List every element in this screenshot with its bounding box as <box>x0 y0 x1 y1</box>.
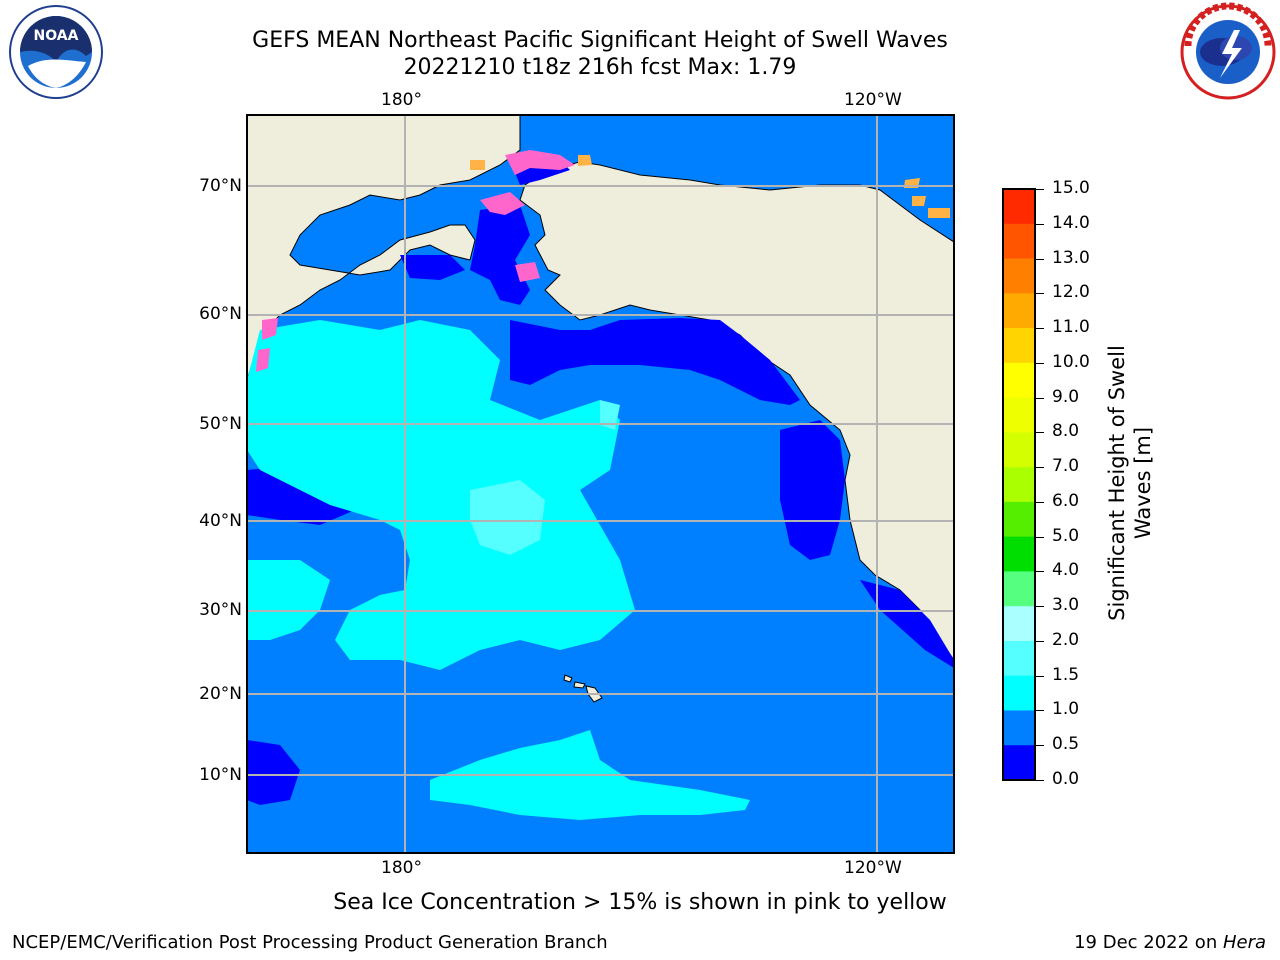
lat-label-20n: 20°N <box>199 684 242 704</box>
colorbar-cell <box>1003 293 1035 329</box>
colorbar-cell <box>1003 675 1035 711</box>
colorbar-cell <box>1003 501 1035 538</box>
colorbar-tick-label: 0.0 <box>1052 769 1080 789</box>
colorbar-tick-mark <box>1036 362 1044 364</box>
colorbar <box>1002 188 1036 781</box>
noaa-logo: NOAA <box>9 5 103 99</box>
lat-label-10n: 10°N <box>199 765 242 785</box>
colorbar-tick-mark <box>1036 258 1044 260</box>
colorbar-tick-mark <box>1036 501 1044 503</box>
colorbar-tick-label: 8.0 <box>1052 421 1080 442</box>
colorbar-tick-mark <box>1036 397 1044 399</box>
colorbar-tick-label: 6.0 <box>1052 490 1080 511</box>
colorbar-cell <box>1003 606 1035 642</box>
colorbar-tick-mark <box>1036 675 1044 677</box>
footer-date: 19 Dec 2022 on Hera <box>1074 932 1266 953</box>
colorbar-tick-mark <box>1036 571 1044 573</box>
footer-date-text: 19 Dec 2022 on <box>1074 932 1223 953</box>
graticule <box>247 115 954 853</box>
colorbar-tick-mark <box>1036 432 1044 434</box>
colorbar-tick-mark <box>1036 189 1044 190</box>
page-title: GEFS MEAN Northeast Pacific Significant … <box>252 28 948 53</box>
colorbar-tick-mark <box>1036 606 1044 608</box>
colorbar-tick-label: 3.0 <box>1052 595 1080 616</box>
colorbar-cell <box>1003 258 1035 294</box>
map-layers <box>247 115 954 853</box>
colorbar-tick-mark <box>1036 328 1044 330</box>
colorbar-tick-mark <box>1036 780 1044 781</box>
colorbar-tick-label: 7.0 <box>1052 456 1080 477</box>
colorbar-cell <box>1003 223 1035 260</box>
lat-label-50n: 50°N <box>199 414 242 434</box>
lon-label-top-120w: 120°W <box>844 90 902 110</box>
colorbar-cell <box>1003 362 1035 399</box>
colorbar-tick-label: 13.0 <box>1052 247 1090 268</box>
colorbar-tick-label: 15.0 <box>1052 178 1090 198</box>
lightning-icon <box>1220 30 1242 78</box>
colorbar-tick-label: 1.5 <box>1052 664 1080 685</box>
colorbar-tick-mark <box>1036 640 1044 642</box>
colorbar-cell <box>1003 536 1035 572</box>
colorbar-cell <box>1003 571 1035 607</box>
colorbar-tick-mark <box>1036 536 1044 538</box>
colorbar-tick-label: 1.0 <box>1052 699 1080 720</box>
colorbar-tick-mark <box>1036 710 1044 712</box>
footer-machine: Hera <box>1222 932 1266 953</box>
colorbar-tick-mark <box>1036 745 1044 747</box>
colorbar-cell <box>1003 467 1035 503</box>
map-frame <box>246 114 955 854</box>
lat-label-70n: 70°N <box>199 176 242 196</box>
colorbar-cell <box>1003 328 1035 364</box>
lat-label-40n: 40°N <box>199 511 242 531</box>
colorbar-cell <box>1003 189 1035 225</box>
colorbar-tick-label: 14.0 <box>1052 212 1090 233</box>
colorbar-tick-label: 0.5 <box>1052 734 1080 755</box>
colorbar-tick-label: 2.0 <box>1052 629 1080 650</box>
footer-branch: NCEP/EMC/Verification Post Processing Pr… <box>12 932 608 953</box>
colorbar-tick-label: 9.0 <box>1052 386 1080 407</box>
nws-logo <box>1180 2 1276 100</box>
hawaii <box>563 674 603 703</box>
colorbar-tick-mark <box>1036 223 1044 225</box>
colorbar-tick-label: 5.0 <box>1052 525 1080 546</box>
colorbar-cell <box>1003 745 1035 781</box>
lat-label-60n: 60°N <box>199 304 242 324</box>
lon-label-bottom-120w: 120°W <box>844 858 902 878</box>
colorbar-cell <box>1003 710 1035 746</box>
lat-label-30n: 30°N <box>199 600 242 620</box>
colorbar-tick-label: 11.0 <box>1052 317 1090 338</box>
sea-ice <box>505 150 575 175</box>
lon-label-top-180: 180° <box>381 90 422 110</box>
colorbar-tick-label: 4.0 <box>1052 560 1080 581</box>
sea-ice-note: Sea Ice Concentration > 15% is shown in … <box>333 890 947 915</box>
colorbar-tick-mark <box>1036 293 1044 295</box>
lon-label-bottom-180: 180° <box>381 858 422 878</box>
colorbar-cell <box>1003 397 1035 433</box>
colorbar-cell <box>1003 432 1035 468</box>
colorbar-label: Significant Height of Swell Waves [m] <box>1105 345 1155 621</box>
land-asia <box>247 115 521 381</box>
land-north-america <box>247 115 954 661</box>
page-subtitle: 20221210 t18z 216h fcst Max: 1.79 <box>403 55 797 80</box>
colorbar-tick-label: 12.0 <box>1052 282 1090 303</box>
colorbar-cell <box>1003 640 1035 677</box>
noaa-logo-text: NOAA <box>34 28 79 44</box>
colorbar-tick-label: 10.0 <box>1052 351 1090 372</box>
colorbar-tick-mark <box>1036 467 1044 469</box>
